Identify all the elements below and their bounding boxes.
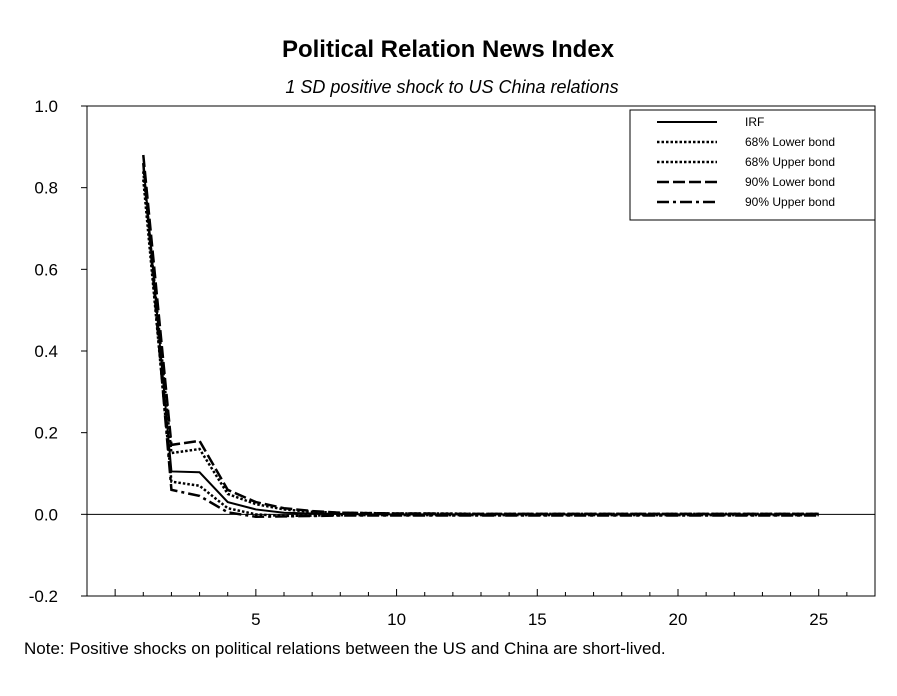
- series-line-5: [142, 163, 819, 519]
- legend-label: 90% Upper bond: [745, 195, 835, 209]
- series-line-3: [142, 171, 819, 516]
- y-tick-label: 0.2: [34, 424, 58, 443]
- y-tick-label: 0.8: [34, 179, 58, 198]
- y-tick-label: 1.0: [34, 97, 58, 116]
- x-tick-label: 25: [809, 610, 828, 629]
- legend-box: [629, 109, 876, 221]
- y-tick-label: 0.4: [34, 342, 58, 361]
- x-axis-ticks: 5 10 15 20 25: [114, 589, 848, 629]
- chart-note: Note: Positive shocks on political relat…: [24, 639, 666, 658]
- x-tick-label: 5: [251, 610, 260, 629]
- x-tick-label: 10: [387, 610, 406, 629]
- chart-title: Political Relation News Index: [282, 36, 615, 63]
- legend: IRF 68% Lower bond 68% Upper bond 90% Lower…: [629, 109, 876, 221]
- series-lines: [142, 154, 819, 519]
- x-tick-label: 15: [528, 610, 547, 629]
- y-tick-label: -0.2: [29, 587, 58, 606]
- x-tick-label: 20: [669, 610, 688, 629]
- y-tick-label: 0.6: [34, 260, 58, 279]
- legend-label: 68% Upper bond: [745, 155, 835, 169]
- legend-items: IRF 68% Lower bond 68% Upper bond 90% Lower…: [657, 115, 835, 209]
- chart-subtitle: 1 SD positive shock to US China relation…: [285, 77, 618, 97]
- legend-label: 90% Lower bond: [745, 175, 835, 189]
- legend-label: 68% Lower bond: [745, 135, 835, 149]
- series-line-2: [142, 179, 819, 518]
- y-axis-ticks: 1.0 0.8 0.6 0.4 0.2 0.0 -0.2: [29, 97, 87, 606]
- y-tick-label: 0.0: [34, 505, 58, 524]
- series-line-4: [142, 154, 819, 516]
- legend-label: IRF: [745, 115, 764, 129]
